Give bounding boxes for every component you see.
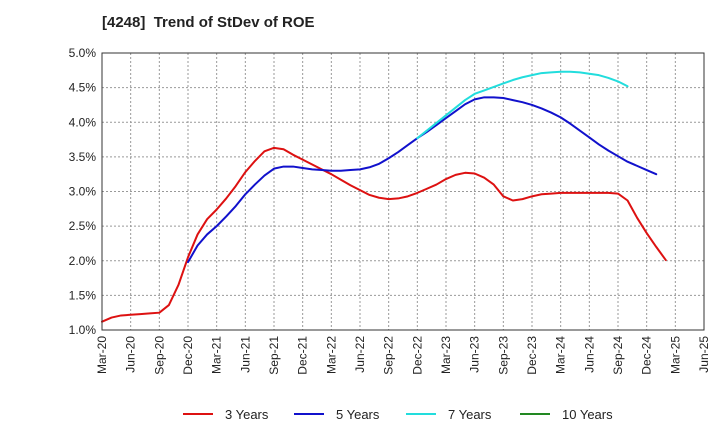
plot-border [101, 52, 705, 331]
series-line-7-years [416, 70, 629, 140]
y-tick-label: 2.0% [69, 254, 97, 268]
y-tick-label: 4.5% [69, 81, 97, 95]
x-tick-label: Dec-20 [181, 336, 195, 375]
x-tick-label: Mar-20 [95, 336, 109, 374]
x-tick-label: Dec-22 [410, 336, 424, 375]
x-tick-label: Jun-20 [124, 336, 138, 373]
x-tick-label: Jun-23 [468, 336, 482, 373]
x-tick-label: Dec-23 [525, 336, 539, 375]
y-tick-label: 1.5% [69, 288, 97, 302]
legend: 3 Years 5 Years 7 Years 10 Years [183, 407, 613, 422]
legend-label-5-years: 5 Years [336, 407, 380, 422]
x-tick-label: Jun-22 [353, 336, 367, 373]
x-tick-label: Mar-21 [210, 336, 224, 374]
x-tick-label: Jun-21 [238, 336, 252, 373]
series-lines [101, 70, 667, 323]
y-tick-label: 3.5% [69, 150, 97, 164]
x-tick-label: Dec-24 [640, 336, 654, 375]
x-tick-label: Sep-23 [496, 336, 510, 375]
y-tick-label: 2.5% [69, 219, 97, 233]
chart-title: [4248] Trend of StDev of ROE [102, 14, 315, 31]
axes: 1.0% 1.5% 2.0% 2.5% 3.0% 3.5% 4.0% 4.5% 5.0% Mar-… [69, 46, 711, 375]
x-tick-label: Mar-25 [668, 336, 682, 374]
y-tick-label: 3.0% [69, 185, 97, 199]
x-tick-label: Mar-23 [439, 336, 453, 374]
x-tick-label: Mar-22 [324, 336, 338, 374]
x-tick-label: Sep-21 [267, 336, 281, 375]
legend-label-3-years: 3 Years [225, 407, 269, 422]
legend-label-10-years: 10 Years [562, 407, 613, 422]
legend-label-7-years: 7 Years [448, 407, 492, 422]
x-tick-label: Sep-20 [152, 336, 166, 375]
x-tick-label: Jun-25 [697, 336, 711, 373]
y-tick-label: 1.0% [69, 323, 97, 337]
x-tick-label: Sep-24 [611, 336, 625, 375]
y-tick-label: 4.0% [69, 115, 97, 129]
x-tick-label: Jun-24 [582, 336, 596, 373]
x-tick-label: Sep-22 [382, 336, 396, 375]
x-tick-label: Mar-24 [554, 336, 568, 374]
series-line-3-years [101, 146, 667, 323]
x-tick-label: Dec-21 [296, 336, 310, 375]
y-tick-label: 5.0% [69, 46, 97, 60]
